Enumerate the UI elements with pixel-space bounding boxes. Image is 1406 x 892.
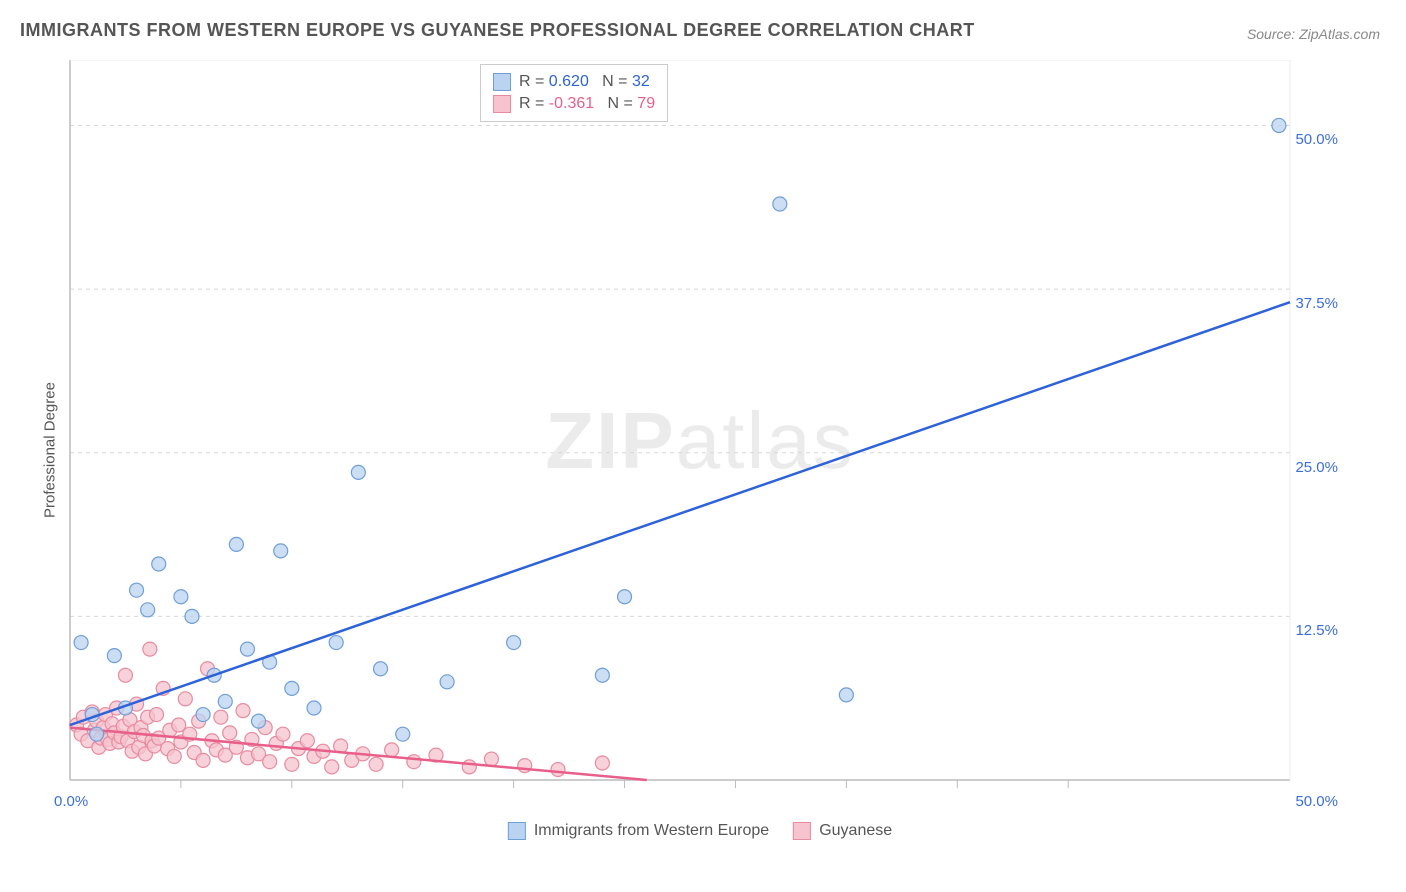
legend-swatch [508, 822, 526, 840]
series-legend: Immigrants from Western Europe Guyanese [508, 822, 892, 840]
series-legend-item: Guyanese [793, 822, 892, 840]
y-tick-label: 37.5% [1295, 295, 1338, 312]
series-legend-label: Guyanese [819, 822, 892, 840]
y-tick-label: 25.0% [1295, 459, 1338, 476]
scatter-plot [50, 60, 1350, 840]
correlation-legend: R = 0.620 N = 32 R = -0.361 N = 79 [480, 64, 668, 122]
legend-stats: R = -0.361 N = 79 [519, 95, 655, 113]
legend-swatch [493, 95, 511, 113]
legend-row: R = 0.620 N = 32 [493, 71, 655, 93]
chart-title: IMMIGRANTS FROM WESTERN EUROPE VS GUYANE… [20, 20, 975, 41]
y-tick-label: 50.0% [1295, 131, 1338, 148]
legend-stats: R = 0.620 N = 32 [519, 73, 650, 91]
x-axis-min-label: 0.0% [54, 793, 88, 810]
series-legend-item: Immigrants from Western Europe [508, 822, 769, 840]
y-tick-label: 12.5% [1295, 622, 1338, 639]
legend-swatch [793, 822, 811, 840]
legend-row: R = -0.361 N = 79 [493, 93, 655, 115]
x-axis-max-label: 50.0% [1295, 793, 1338, 810]
series-legend-label: Immigrants from Western Europe [534, 822, 769, 840]
chart-area: Professional Degree ZIPatlas R = 0.620 N… [50, 60, 1350, 840]
source-attribution: Source: ZipAtlas.com [1247, 26, 1380, 42]
legend-swatch [493, 73, 511, 91]
